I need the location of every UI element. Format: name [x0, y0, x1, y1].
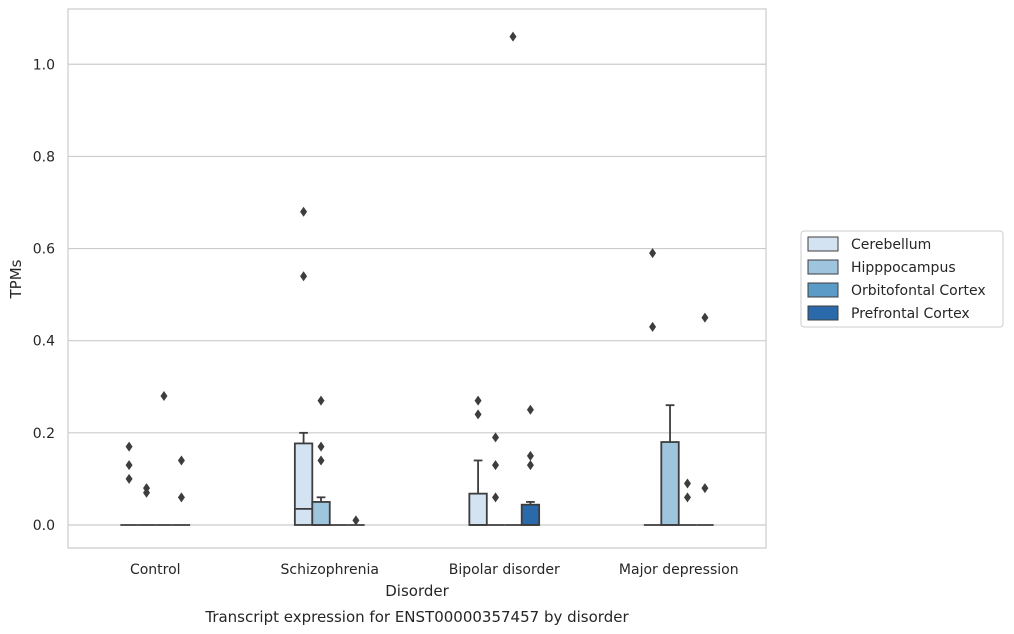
box-element — [696, 312, 714, 526]
outlier-point — [125, 473, 133, 484]
box-element — [643, 248, 662, 526]
y-tick-label: 0.4 — [33, 334, 55, 350]
y-tick-label: 0.6 — [33, 242, 55, 258]
x-tick-label: Bipolar disorder — [449, 562, 560, 578]
outlier-point — [526, 460, 534, 471]
box-layer — [120, 31, 714, 526]
box-element — [660, 404, 680, 526]
outlier-point — [474, 395, 482, 406]
legend-item: Cerebellum — [807, 236, 931, 253]
box-body — [468, 492, 488, 526]
outlier-point — [526, 404, 534, 415]
outlier-point — [526, 450, 534, 461]
outlier-point — [160, 390, 168, 401]
box-element — [311, 395, 331, 526]
box-element — [137, 483, 156, 526]
outlier-point — [317, 455, 325, 466]
outlier-point — [125, 460, 133, 471]
legend-item: Orbitofontal Cortex — [807, 282, 986, 299]
box-element — [155, 390, 173, 526]
outlier-point — [683, 492, 691, 503]
box-element — [678, 478, 697, 526]
outlier-point — [143, 487, 151, 498]
legend-swatch — [807, 236, 839, 252]
outlier-point — [474, 409, 482, 420]
outlier-point — [701, 312, 709, 323]
y-tick-label: 1.0 — [33, 57, 55, 73]
box-element — [293, 206, 314, 526]
y-tick-label: 0.8 — [33, 149, 55, 165]
box-element — [468, 395, 488, 526]
x-tick-label: Schizophrenia — [281, 562, 379, 578]
outlier-point — [317, 441, 325, 452]
plot-frame — [67, 8, 767, 549]
outlier-point — [649, 248, 657, 259]
legend-swatch — [807, 305, 839, 321]
box-element — [486, 432, 505, 526]
y-tick-label: 0.2 — [33, 426, 55, 442]
outlier-point — [649, 321, 657, 332]
x-tick-label: Major depression — [619, 562, 739, 578]
outlier-point — [492, 460, 500, 471]
box-body — [520, 503, 541, 526]
box-element — [172, 455, 191, 526]
outlier-point — [300, 206, 308, 217]
outlier-point — [701, 483, 709, 494]
outlier-point — [125, 441, 133, 452]
y-axis-label: TPMs — [7, 259, 25, 299]
outlier-point — [177, 492, 185, 503]
box-body — [311, 501, 331, 526]
box-body — [293, 442, 314, 526]
legend-item: Prefrontal Cortex — [807, 305, 970, 322]
box-element — [504, 31, 522, 526]
outlier-point — [492, 492, 500, 503]
legend-label: Hipppocampus — [851, 260, 956, 276]
box-element — [520, 404, 541, 526]
legend-swatch — [807, 282, 839, 298]
outlier-point — [317, 395, 325, 406]
legend: Cerebellum Hipppocampus Orbitofontal Corte… — [800, 230, 1004, 328]
outlier-point — [683, 478, 691, 489]
outlier-point — [492, 432, 500, 443]
x-tick-label: Control — [130, 562, 181, 578]
legend-item: Hipppocampus — [807, 259, 956, 276]
outlier-point — [177, 455, 185, 466]
outlier-point — [352, 515, 360, 526]
legend-label: Prefrontal Cortex — [851, 306, 970, 322]
chart-caption: Transcript expression for ENST0000035745… — [204, 608, 629, 626]
outlier-point — [300, 271, 308, 282]
box-body — [660, 441, 680, 526]
legend-label: Cerebellum — [851, 237, 931, 253]
legend-frame — [800, 230, 1004, 328]
x-axis-ticks: Control Schizophrenia Bipolar disorder Majo… — [130, 562, 739, 578]
y-axis-ticks: 0.0 0.2 0.4 0.6 0.8 1.0 — [33, 57, 55, 534]
x-axis-label: Disorder — [385, 582, 449, 600]
legend-swatch — [807, 259, 839, 275]
box-element — [347, 515, 365, 526]
box-element — [120, 441, 138, 526]
y-tick-label: 0.0 — [33, 518, 55, 534]
outlier-point — [509, 31, 517, 42]
legend-label: Orbitofontal Cortex — [851, 283, 986, 299]
